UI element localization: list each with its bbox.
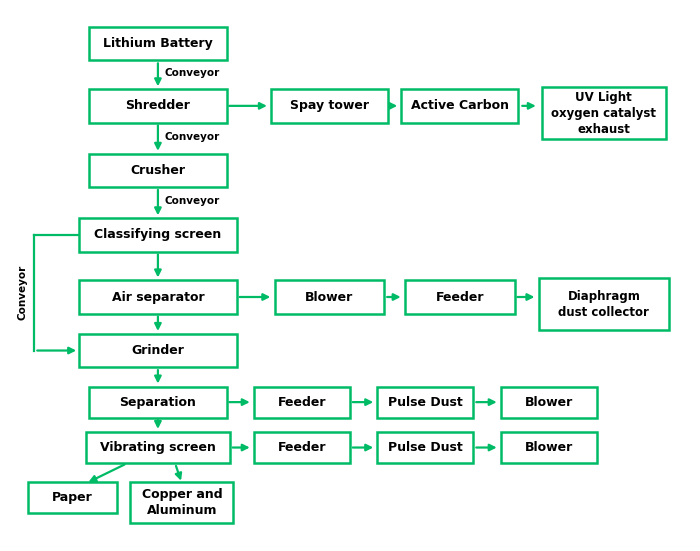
Text: Air separator: Air separator	[111, 290, 204, 304]
Text: Conveyor: Conveyor	[164, 68, 220, 78]
Text: Paper: Paper	[52, 491, 92, 504]
Text: Crusher: Crusher	[130, 164, 186, 177]
Text: Feeder: Feeder	[278, 396, 326, 409]
Text: Pulse Dust: Pulse Dust	[388, 441, 463, 454]
Text: UV Light
oxygen catalyst
exhaust: UV Light oxygen catalyst exhaust	[552, 90, 657, 136]
Text: Spay tower: Spay tower	[290, 99, 369, 112]
FancyBboxPatch shape	[79, 334, 237, 368]
Text: Grinder: Grinder	[132, 344, 184, 357]
FancyBboxPatch shape	[254, 432, 350, 463]
FancyBboxPatch shape	[377, 432, 473, 463]
Text: Classifying screen: Classifying screen	[94, 228, 221, 241]
FancyBboxPatch shape	[79, 280, 237, 314]
FancyBboxPatch shape	[130, 482, 233, 523]
Text: Vibrating screen: Vibrating screen	[100, 441, 216, 454]
Text: Blower: Blower	[305, 290, 354, 304]
FancyBboxPatch shape	[90, 89, 227, 122]
Text: Lithium Battery: Lithium Battery	[103, 37, 213, 50]
FancyBboxPatch shape	[90, 154, 227, 187]
FancyBboxPatch shape	[542, 87, 666, 139]
FancyBboxPatch shape	[405, 280, 514, 314]
FancyBboxPatch shape	[90, 27, 227, 61]
Text: Conveyor: Conveyor	[164, 132, 220, 142]
Text: Blower: Blower	[525, 396, 573, 409]
Text: Conveyor: Conveyor	[17, 265, 27, 320]
Text: Copper and
Aluminum: Copper and Aluminum	[141, 488, 222, 517]
Text: Pulse Dust: Pulse Dust	[388, 396, 463, 409]
FancyBboxPatch shape	[254, 387, 350, 418]
FancyBboxPatch shape	[271, 89, 388, 122]
FancyBboxPatch shape	[402, 89, 518, 122]
FancyBboxPatch shape	[501, 387, 597, 418]
FancyBboxPatch shape	[79, 218, 237, 252]
Text: Active Carbon: Active Carbon	[411, 99, 509, 112]
FancyBboxPatch shape	[539, 278, 669, 331]
Text: Shredder: Shredder	[125, 99, 190, 112]
Text: Separation: Separation	[120, 396, 197, 409]
Text: Feeder: Feeder	[278, 441, 326, 454]
FancyBboxPatch shape	[501, 432, 597, 463]
Text: Conveyor: Conveyor	[164, 197, 220, 207]
Text: Feeder: Feeder	[435, 290, 484, 304]
FancyBboxPatch shape	[90, 387, 227, 418]
Text: Diaphragm
dust collector: Diaphragm dust collector	[559, 290, 650, 318]
FancyBboxPatch shape	[86, 432, 230, 463]
FancyBboxPatch shape	[27, 482, 117, 513]
FancyBboxPatch shape	[377, 387, 473, 418]
Text: Blower: Blower	[525, 441, 573, 454]
FancyBboxPatch shape	[274, 280, 384, 314]
